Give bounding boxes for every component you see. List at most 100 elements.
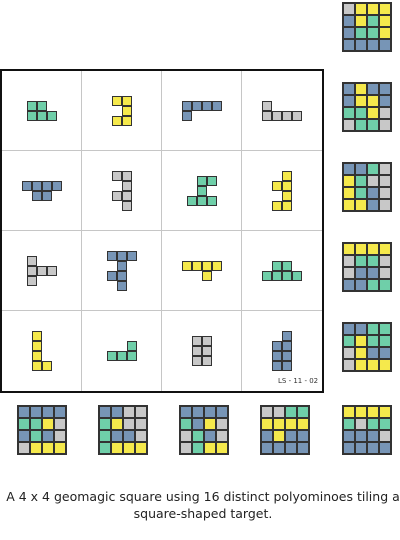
target-square: [261, 442, 273, 454]
target-square: [343, 15, 355, 27]
target-square: [367, 255, 379, 267]
polyomino-square: [207, 176, 217, 186]
grid-cell: [242, 151, 322, 231]
target-square: [355, 187, 367, 199]
target-square: [379, 83, 391, 95]
target-square: [180, 406, 192, 418]
polyomino-square: [27, 276, 37, 286]
target-square: [343, 442, 355, 454]
polyomino-square: [107, 271, 117, 281]
target-square: [42, 442, 54, 454]
target-square: [99, 406, 111, 418]
caption: A 4 x 4 geomagic square using 16 distinc…: [6, 489, 400, 521]
target-tiling-square: [17, 405, 67, 455]
target-tiling-square: [342, 162, 392, 212]
target-square: [30, 406, 42, 418]
target-square: [367, 187, 379, 199]
target-square: [355, 359, 367, 371]
target-square: [343, 187, 355, 199]
polyomino-square: [212, 261, 222, 271]
target-tiling-square: [98, 405, 148, 455]
polyomino-square: [192, 261, 202, 271]
polyomino-square: [127, 341, 137, 351]
target-tiling-square: [342, 242, 392, 292]
polyomino-square: [202, 271, 212, 281]
polyomino-square: [112, 191, 122, 201]
target-square: [285, 442, 297, 454]
target-square: [42, 406, 54, 418]
target-square: [379, 323, 391, 335]
polyomino-square: [117, 351, 127, 361]
target-square: [135, 442, 147, 454]
target-square: [18, 406, 30, 418]
target-square: [216, 406, 228, 418]
target-square: [273, 418, 285, 430]
polyomino-square: [212, 101, 222, 111]
target-square: [343, 39, 355, 51]
target-square: [297, 406, 309, 418]
target-square: [379, 255, 391, 267]
polyomino-square: [282, 271, 292, 281]
polyomino-square: [122, 106, 132, 116]
grid-cell: [2, 151, 82, 231]
polyomino-square: [272, 351, 282, 361]
target-square: [54, 430, 66, 442]
target-square: [355, 335, 367, 347]
target-square: [355, 15, 367, 27]
polyomino-square: [37, 111, 47, 121]
target-square: [355, 95, 367, 107]
polyomino-square: [292, 271, 302, 281]
grid-cell: [2, 71, 82, 151]
target-square: [355, 255, 367, 267]
polyomino-square: [42, 191, 52, 201]
target-square: [379, 267, 391, 279]
grid-cell: [82, 311, 162, 391]
target-square: [367, 163, 379, 175]
target-square: [355, 347, 367, 359]
polyomino-square: [202, 101, 212, 111]
target-square: [18, 430, 30, 442]
target-square: [355, 199, 367, 211]
target-tiling-square: [342, 2, 392, 52]
target-square: [111, 406, 123, 418]
target-square: [343, 406, 355, 418]
target-square: [273, 430, 285, 442]
target-square: [111, 418, 123, 430]
polyomino-square: [192, 346, 202, 356]
target-tiling-square: [179, 405, 229, 455]
polyomino-square: [32, 351, 42, 361]
target-square: [204, 406, 216, 418]
target-square: [367, 323, 379, 335]
target-square: [379, 187, 391, 199]
target-square: [273, 442, 285, 454]
target-square: [135, 406, 147, 418]
polyomino-square: [282, 111, 292, 121]
polyomino-square: [272, 361, 282, 371]
polyomino-square: [47, 111, 57, 121]
target-square: [379, 243, 391, 255]
target-square: [355, 279, 367, 291]
target-square: [42, 430, 54, 442]
grid-cell: [162, 71, 242, 151]
polyomino-square: [47, 266, 57, 276]
target-square: [379, 175, 391, 187]
target-square: [343, 430, 355, 442]
target-square: [343, 107, 355, 119]
target-square: [379, 27, 391, 39]
target-square: [367, 27, 379, 39]
polyomino-square: [182, 111, 192, 121]
target-square: [355, 243, 367, 255]
target-square: [111, 442, 123, 454]
target-square: [379, 163, 391, 175]
polyomino-square: [107, 251, 117, 261]
target-square: [367, 95, 379, 107]
target-square: [54, 418, 66, 430]
grid-cell: [242, 231, 322, 311]
target-square: [123, 442, 135, 454]
grid-cell: [242, 311, 322, 391]
target-square: [216, 442, 228, 454]
polyomino-square: [122, 181, 132, 191]
polyomino-square: [127, 251, 137, 261]
target-square: [367, 359, 379, 371]
geomagic-square-grid: [0, 69, 324, 393]
